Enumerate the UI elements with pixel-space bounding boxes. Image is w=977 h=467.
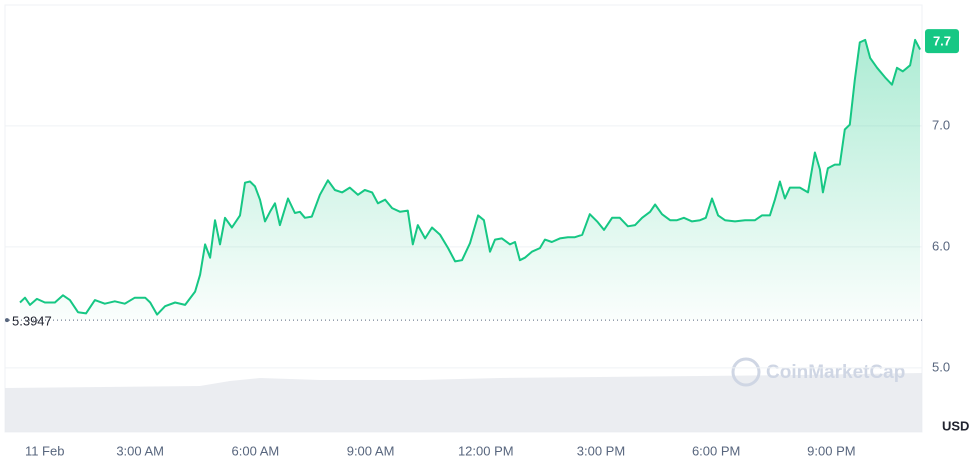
baseline-dot bbox=[5, 318, 9, 323]
last-price-label: 7.7 bbox=[933, 34, 951, 49]
x-tick-label: 9:00 AM bbox=[347, 443, 395, 458]
x-tick-label: 9:00 PM bbox=[807, 443, 855, 458]
price-area bbox=[19, 39, 921, 321]
y-tick-label: 7.0 bbox=[932, 117, 950, 132]
volume-area bbox=[5, 373, 922, 432]
y-tick-label: 5.0 bbox=[932, 359, 950, 374]
y-unit: USD bbox=[942, 418, 969, 433]
x-tick-label: 6:00 AM bbox=[232, 443, 280, 458]
x-tick-label: 6:00 PM bbox=[692, 443, 740, 458]
y-tick-label: 6.0 bbox=[932, 238, 950, 253]
watermark-logo bbox=[731, 357, 761, 387]
watermark: CoinMarketCap bbox=[731, 357, 905, 387]
price-line bbox=[19, 38, 921, 316]
x-tick-label: 11 Feb bbox=[25, 443, 65, 458]
watermark-text: CoinMarketCap bbox=[766, 362, 905, 383]
x-tick-label: 3:00 AM bbox=[116, 443, 164, 458]
last-price-tag bbox=[925, 29, 959, 54]
baseline-label: 5.3947 bbox=[12, 314, 52, 329]
x-tick-label: 12:00 PM bbox=[458, 443, 514, 458]
x-tick-label: 3:00 PM bbox=[577, 443, 625, 458]
